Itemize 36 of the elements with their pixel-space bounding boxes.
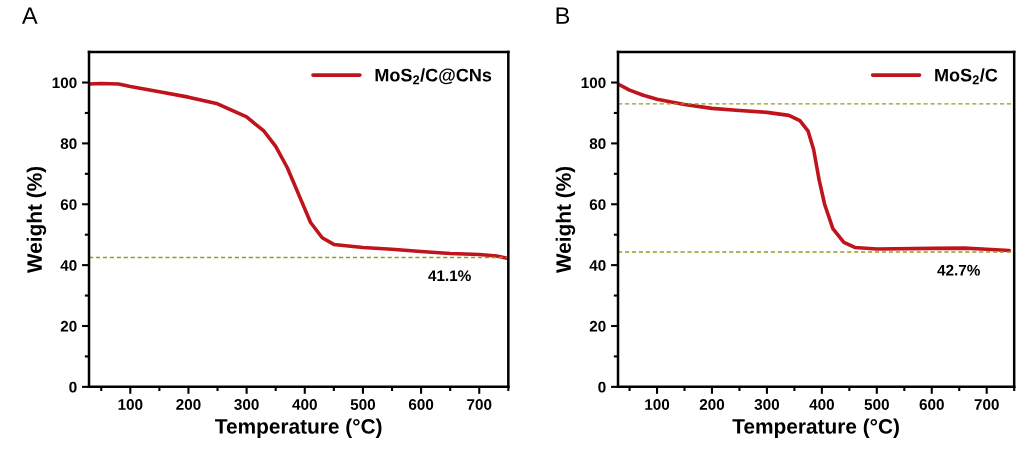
y-tick-label: 0 (598, 381, 606, 393)
y-tick-label: 100 (581, 77, 606, 89)
x-tick-label: 700 (974, 399, 999, 410)
y-tick-label: 60 (589, 199, 606, 210)
y-tick-label: 80 (60, 138, 77, 150)
x-tick-label: 400 (809, 399, 834, 410)
y-tick-label: 40 (589, 260, 606, 271)
x-tick-label: 500 (864, 399, 889, 410)
chart-title: A (21, 7, 38, 24)
legend-label: MoS$_{2}$/C@CNs (375, 68, 492, 85)
x-axis-title: Temperature (°C) (215, 418, 382, 438)
annotation: 41.1% (428, 270, 471, 282)
chart-title: B (556, 7, 570, 24)
x-tick-label: 700 (467, 399, 492, 410)
x-tick-label: 100 (118, 399, 143, 410)
x-tick-label: 100 (645, 399, 670, 410)
x-tick-label: 300 (234, 399, 259, 410)
x-tick-label: 200 (699, 399, 725, 410)
x-tick-label: 500 (350, 399, 376, 410)
x-tick-label: 200 (176, 399, 201, 410)
y-tick-label: 100 (52, 77, 77, 89)
annotation: 42.7% (937, 264, 980, 276)
y-tick-label: 40 (60, 260, 77, 271)
y-axis-title: Weight (%) (555, 166, 576, 274)
y-tick-label: 80 (589, 138, 606, 150)
y-tick-label: 20 (589, 320, 606, 332)
x-tick-label: 300 (754, 399, 780, 410)
x-axis-title: Temperature (°C) (732, 418, 899, 438)
y-tick-label: 20 (60, 320, 77, 332)
y-axis-title: Weight (%) (26, 166, 47, 274)
y-tick-label: 0 (69, 381, 77, 393)
x-tick-label: 600 (919, 399, 944, 410)
x-tick-label: 600 (408, 399, 434, 410)
x-tick-label: 400 (292, 399, 317, 410)
y-tick-label: 60 (60, 199, 77, 210)
legend-label: MoS$_{2}$/C (935, 68, 998, 85)
